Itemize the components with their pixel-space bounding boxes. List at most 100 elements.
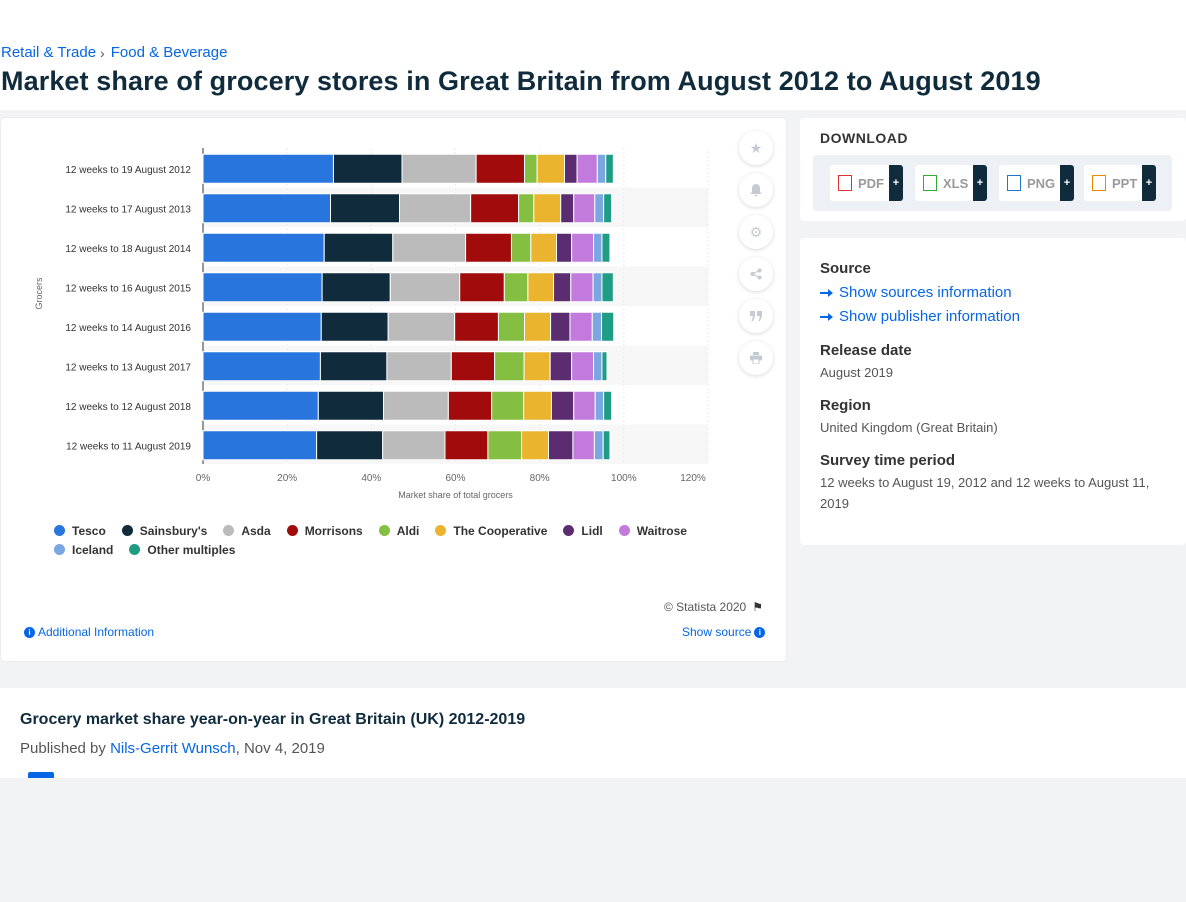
bar-segment (601, 311, 615, 342)
bar-segment (601, 351, 608, 382)
legend-swatch (435, 525, 447, 536)
breadcrumb-food-beverage[interactable]: Food & Beverage (110, 44, 228, 61)
x-tick-label: 80% (530, 473, 550, 484)
legend-item[interactable]: Asda (223, 523, 271, 538)
legend-label: Asda (241, 523, 271, 538)
star-icon[interactable]: ★ (739, 131, 773, 165)
bar-segment (321, 272, 391, 303)
plus-icon: + (1142, 165, 1156, 201)
additional-information-link[interactable]: i Additional Information (21, 625, 154, 639)
survey-period-label: Survey time period (820, 452, 956, 469)
legend-item[interactable]: Iceland (54, 543, 113, 557)
legend-item[interactable]: Tesco (54, 523, 106, 538)
arrow-right-icon (820, 312, 833, 321)
legend-swatch (378, 525, 390, 536)
show-publisher-link[interactable]: Show publisher information (820, 308, 1020, 325)
download-xls-button[interactable]: XLS + (915, 165, 987, 201)
legend-item[interactable]: Sainsbury's (121, 523, 208, 538)
bar-segment (202, 351, 321, 382)
bar-segment (524, 153, 538, 184)
bar-segment (332, 153, 403, 184)
legend-item[interactable]: Morrisons (286, 523, 363, 538)
legend-swatch (286, 525, 298, 536)
bar-segment (475, 153, 526, 184)
legend-item[interactable]: Other multiples (129, 543, 235, 557)
download-png-label: PNG (1027, 175, 1056, 191)
bar-segment (319, 351, 388, 382)
bell-icon[interactable] (739, 173, 773, 207)
legend-label: Morrisons (304, 523, 363, 538)
bar-segment (382, 430, 446, 461)
bar-segment (573, 390, 596, 421)
bar-segment (596, 153, 607, 184)
statistic-info-card: Source Show sources information Show pub… (800, 238, 1186, 545)
y-tick-label: 12 weeks to 11 August 2019 (66, 441, 191, 452)
bar-segment (317, 390, 385, 421)
copyright-text: © Statista 2020 (664, 600, 747, 614)
author-link[interactable]: Nils-Gerrit Wunsch (110, 740, 236, 757)
bar-segment (503, 272, 529, 303)
bar-segment (593, 232, 603, 263)
bar-segment (470, 193, 520, 224)
stacked-bar-chart: 12 weeks to 19 August 2012 12 weeks to 17… (34, 148, 709, 500)
legend-label: Tesco (72, 523, 106, 538)
download-xls-label: XLS (943, 175, 969, 191)
plus-icon: + (889, 165, 903, 201)
download-ppt-button[interactable]: PPT + (1084, 165, 1156, 201)
bar-segment (594, 193, 605, 224)
y-tick-label: 12 weeks to 12 August 2018 (65, 402, 191, 413)
bar-segment (202, 390, 319, 421)
download-png-button[interactable]: PNG + (999, 165, 1074, 201)
legend-item[interactable]: Aldi (378, 524, 419, 538)
bar-segment (548, 430, 574, 461)
download-pdf-label: PDF (858, 175, 884, 191)
bar-segment (572, 430, 595, 461)
survey-period-value: 12 weeks to August 19, 2012 and 12 weeks… (820, 475, 1150, 511)
source-label: Source (820, 260, 871, 277)
print-icon[interactable] (739, 341, 773, 375)
bar-segment (518, 193, 535, 224)
page-header: Retail & Trade › Food & Beverage Market … (0, 0, 1186, 110)
bar-segment (527, 272, 555, 303)
bar-segment (593, 351, 603, 382)
y-tick-label: 12 weeks to 18 August 2014 (65, 244, 191, 255)
scroll-marker (28, 772, 54, 778)
legend-item[interactable]: The Cooperative (435, 524, 547, 538)
x-axis-title: Market share of total grocers (398, 490, 513, 500)
breadcrumb: Retail & Trade › Food & Beverage (1, 44, 227, 61)
info-icon: i (754, 626, 766, 638)
bar-segment (603, 193, 613, 224)
bar-segment (573, 193, 596, 224)
quote-icon[interactable] (739, 299, 773, 333)
legend-label: Sainsbury's (139, 523, 208, 538)
y-axis-title: Grocers (34, 277, 44, 310)
flag-icon[interactable]: ⚑ (752, 600, 763, 614)
bar-segment (601, 232, 611, 263)
legend-swatch (563, 525, 575, 536)
breadcrumb-retail-trade[interactable]: Retail & Trade (1, 44, 97, 61)
show-source-link[interactable]: Show source i (682, 625, 768, 639)
download-pdf-button[interactable]: PDF + (830, 165, 903, 201)
bar-segment (454, 311, 499, 342)
png-file-icon (1007, 175, 1021, 191)
bar-segment (392, 232, 467, 263)
region-label: Region (820, 397, 871, 414)
show-sources-link[interactable]: Show sources information (820, 284, 1012, 301)
show-source-label: Show source (682, 625, 752, 639)
bar-segment (576, 153, 598, 184)
release-date-label: Release date (820, 342, 912, 359)
legend-item[interactable]: Lidl (563, 524, 603, 538)
legend-swatch (129, 544, 141, 555)
related-statistic-title[interactable]: Grocery market share year-on-year in Gre… (20, 711, 526, 728)
bar-segment (202, 311, 322, 342)
legend-swatch (121, 525, 133, 536)
bar-segment (497, 311, 526, 342)
bar-segment (202, 153, 334, 184)
bar-segment (202, 430, 318, 461)
bar-segment (447, 390, 493, 421)
share-icon[interactable] (739, 257, 773, 291)
page-title: Market share of grocery stores in Great … (1, 66, 1041, 96)
gear-icon[interactable]: ⚙ (739, 215, 773, 249)
legend-item[interactable]: Waitrose (618, 524, 687, 538)
published-by-label: Published by (20, 740, 111, 757)
